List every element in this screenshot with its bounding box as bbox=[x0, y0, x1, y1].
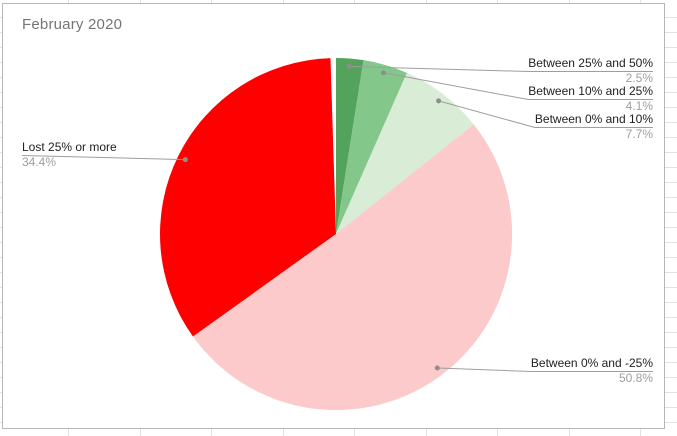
leader-line-4 bbox=[21, 155, 186, 161]
pie-slice-2[interactable] bbox=[336, 72, 474, 234]
slice-value: 34.4% bbox=[22, 155, 57, 169]
slice-value: 2.5% bbox=[625, 71, 653, 85]
callout-between-0-and-10: Between 0% and 10% 7.7% bbox=[535, 112, 653, 141]
slice-value: 4.1% bbox=[625, 99, 653, 113]
callout-lost-25-or-more: Lost 25% or more 34.4% bbox=[22, 140, 192, 169]
pie-slice-3[interactable] bbox=[192, 124, 513, 411]
pie-slice-4[interactable] bbox=[160, 58, 336, 337]
leader-dot-2 bbox=[436, 98, 442, 104]
chart-title: February 2020 bbox=[22, 16, 123, 33]
callout-between-25-and-50: Between 25% and 50% 2.5% bbox=[528, 56, 653, 85]
leader-line-0 bbox=[349, 66, 653, 72]
callout-between-0-and-minus-25: Between 0% and -25% 50.8% bbox=[531, 356, 653, 385]
leader-dot-1 bbox=[380, 70, 386, 76]
leader-line-3 bbox=[437, 367, 653, 372]
slice-label: Between 0% and 10% bbox=[534, 112, 653, 126]
leader-dot-3 bbox=[434, 365, 440, 371]
slice-label: Between 0% and -25% bbox=[530, 356, 653, 370]
slice-value: 50.8% bbox=[618, 371, 653, 385]
pie-slice-0[interactable] bbox=[336, 58, 364, 234]
leader-dot-0 bbox=[346, 64, 352, 69]
leader-line-2 bbox=[438, 100, 653, 128]
callout-between-10-and-25: Between 10% and 25% 4.1% bbox=[528, 84, 653, 113]
leader-line-1 bbox=[383, 72, 653, 100]
slice-label: Between 25% and 50% bbox=[528, 56, 653, 70]
leader-dot-4 bbox=[182, 157, 188, 163]
slice-label: Between 10% and 25% bbox=[528, 84, 653, 98]
slice-value: 7.7% bbox=[625, 127, 653, 141]
slice-label: Lost 25% or more bbox=[22, 140, 117, 154]
pie-slice-1[interactable] bbox=[336, 60, 407, 234]
